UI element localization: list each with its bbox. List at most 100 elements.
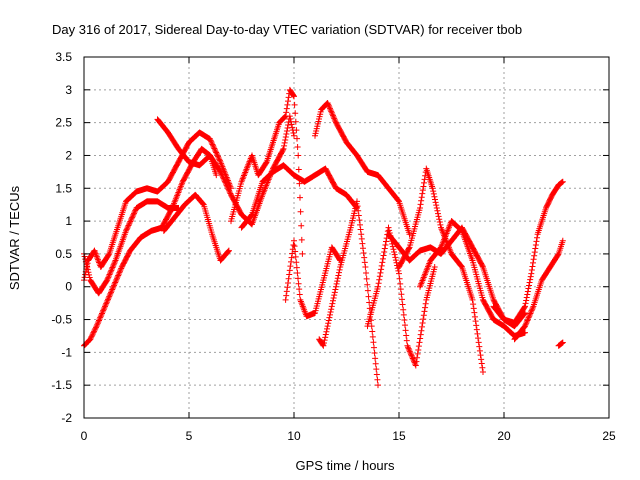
data-point [415, 343, 422, 350]
x-tick-label: 0 [81, 429, 88, 443]
data-point [396, 270, 402, 277]
data-point [322, 331, 329, 338]
data-point [327, 309, 334, 316]
data-point [281, 113, 288, 120]
data-point [285, 94, 292, 101]
data-point [321, 337, 328, 344]
data-point [526, 311, 533, 318]
data-point [330, 297, 336, 304]
data-point [524, 291, 531, 298]
data-point [93, 323, 100, 330]
data-point [362, 264, 369, 271]
data-point [528, 267, 535, 274]
series-points [81, 145, 220, 349]
data-point [436, 219, 443, 226]
data-point [94, 321, 101, 328]
data-point [287, 263, 294, 270]
data-point [331, 115, 338, 122]
data-point [280, 145, 287, 152]
data-point [292, 110, 299, 117]
data-point [207, 136, 213, 143]
data-point [224, 185, 231, 192]
data-point [94, 256, 101, 263]
data-point [109, 264, 116, 271]
data-point [400, 311, 407, 318]
data-point [395, 197, 402, 204]
data-point [94, 320, 101, 327]
series-points [282, 237, 344, 320]
data-point [111, 280, 118, 287]
data-point [210, 144, 217, 151]
data-point [559, 178, 566, 185]
data-point [325, 317, 332, 324]
data-point [214, 152, 221, 159]
data-point [103, 299, 110, 306]
data-point [107, 268, 114, 275]
data-point [435, 210, 441, 217]
data-point [364, 287, 371, 294]
data-point [373, 366, 380, 373]
data-point [534, 234, 541, 241]
data-point [115, 271, 122, 278]
data-point [391, 251, 398, 258]
data-point [282, 136, 289, 143]
series-points [228, 86, 306, 257]
data-point [92, 325, 99, 332]
data-point [211, 145, 218, 152]
data-point [299, 250, 306, 257]
data-point [525, 316, 531, 323]
data-point [123, 227, 129, 234]
data-point [109, 286, 116, 293]
data-point [100, 306, 107, 313]
data-point [324, 99, 331, 106]
data-point [284, 125, 291, 132]
data-point [522, 300, 529, 307]
data-point [408, 351, 414, 358]
data-point [328, 303, 335, 310]
data-point [364, 281, 371, 288]
data-point [106, 292, 113, 299]
data-point [525, 285, 532, 292]
data-point [433, 204, 440, 211]
data-point [532, 241, 539, 248]
data-point [417, 201, 424, 208]
data-point [113, 276, 120, 283]
data-point [326, 314, 333, 321]
data-point [333, 283, 339, 290]
data-point [91, 328, 98, 335]
data-point [84, 263, 90, 270]
data-point [474, 330, 481, 337]
data-point [335, 272, 342, 279]
data-point [365, 293, 372, 300]
y-tick-label: 3.5 [55, 50, 72, 64]
data-point [132, 207, 139, 214]
data-point [216, 156, 223, 163]
data-point [114, 273, 121, 280]
data-point [370, 339, 377, 346]
data-point [117, 268, 123, 275]
data-point [419, 187, 426, 194]
data-point [325, 101, 332, 108]
data-point [96, 316, 103, 323]
data-point [125, 222, 132, 229]
data-point [398, 291, 405, 298]
data-point [223, 182, 230, 189]
data-point [96, 317, 102, 324]
y-tick-label: 1 [65, 214, 72, 228]
data-point [329, 300, 336, 307]
data-point [421, 179, 428, 186]
data-point [281, 114, 288, 121]
data-point [290, 129, 297, 136]
data-point [435, 213, 442, 220]
data-point [375, 283, 381, 290]
data-point [283, 288, 290, 295]
series-points [238, 162, 360, 231]
data-point [111, 258, 118, 265]
data-point [392, 254, 399, 261]
data-point [360, 249, 367, 256]
data-point [129, 214, 136, 221]
data-point [399, 301, 406, 308]
data-point [279, 147, 286, 154]
data-point [526, 282, 533, 289]
data-point [522, 303, 528, 310]
